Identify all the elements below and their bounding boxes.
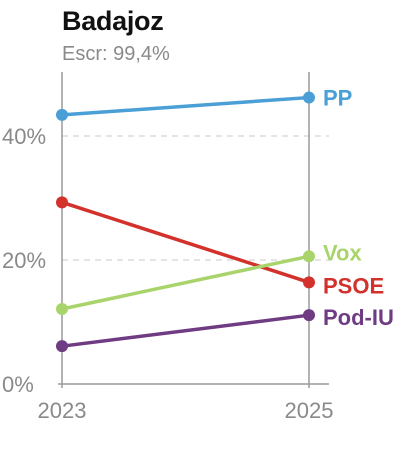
series-label-vox: Vox: [323, 240, 362, 265]
series-point-pp: [56, 108, 68, 121]
x-tick-label: 2025: [285, 398, 334, 423]
series-label-pp: PP: [323, 86, 352, 111]
series-point-vox: [56, 302, 68, 315]
series-label-pod-iu: Pod-IU: [323, 305, 394, 330]
chart-title: Badajoz: [62, 6, 164, 36]
series-point-psoe: [56, 196, 68, 209]
series-label-psoe: PSOE: [323, 273, 384, 298]
series-line-pod-iu: [60, 313, 311, 348]
series-line-vox: [60, 254, 311, 311]
series-point-pod-iu: [56, 340, 68, 353]
series-point-vox: [303, 250, 315, 263]
y-tick-label: 20%: [2, 248, 46, 273]
series-line-psoe: [60, 200, 311, 285]
y-tick-label: 0%: [2, 372, 34, 397]
series-point-psoe: [303, 276, 315, 289]
series-line-pp: [60, 95, 311, 117]
series-point-pod-iu: [303, 309, 315, 322]
x-tick-label: 2023: [38, 398, 87, 423]
series-point-pp: [303, 91, 315, 104]
chart-subtitle: Escr: 99,4%: [62, 43, 170, 65]
y-tick-label: 40%: [2, 124, 46, 149]
